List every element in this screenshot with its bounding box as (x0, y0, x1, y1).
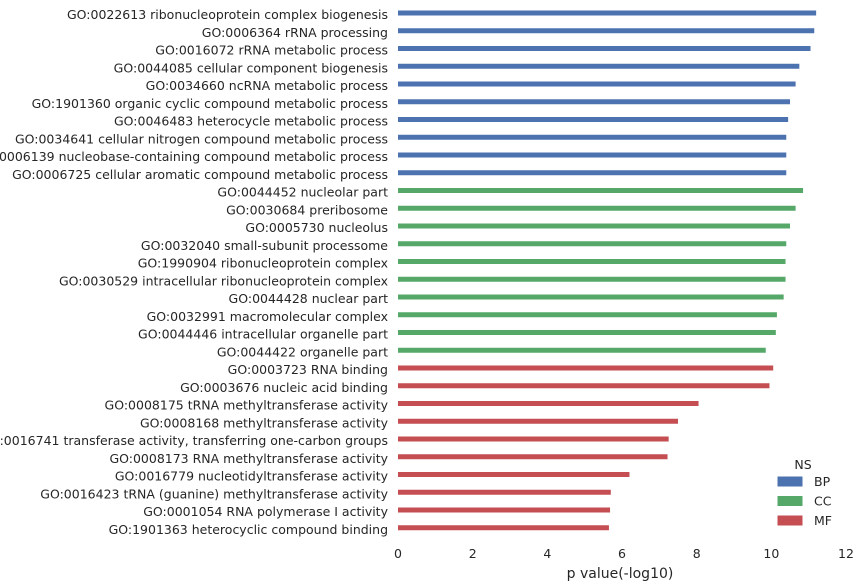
category-label: GO:0001054 RNA polymerase I activity (143, 504, 388, 519)
legend-swatch (776, 495, 804, 507)
category-label: GO:0032991 macromolecular complex (147, 309, 388, 324)
category-label: GO:0016072 rRNA metabolic process (155, 43, 388, 58)
bar (398, 99, 790, 105)
bar (398, 401, 699, 406)
category-label: GO:0044428 nuclear part (229, 291, 389, 306)
category-label: GO:0044452 nucleolar part (217, 185, 388, 200)
x-axis-ticks: 0 2 4 6 8 10 12 (394, 546, 854, 561)
category-label: GO:0008173 RNA methyltransferase activit… (109, 451, 388, 466)
bar (398, 188, 804, 193)
category-label: GO:0044085 cellular component biogenesis (114, 60, 388, 75)
bar (398, 312, 777, 318)
bar (398, 347, 766, 353)
bar (398, 223, 790, 229)
category-label: GO:0030529 intracellular ribonucleoprote… (59, 273, 388, 288)
category-label: GO:0032040 small-subunit processome (141, 238, 388, 253)
category-label: GO:0044422 organelle part (217, 344, 388, 359)
bar (398, 472, 630, 477)
category-label: GO:0016779 nucleotidyltransferase activi… (115, 469, 389, 484)
category-label: GO:0005730 nucleolus (245, 220, 388, 235)
category-label: GO:0044446 intracellular organelle part (138, 327, 388, 342)
legend-title: NS (794, 457, 811, 472)
x-tick-label: 6 (618, 546, 626, 561)
category-labels: GO:0022613 ribonucleoprotein complex bio… (0, 7, 389, 537)
category-label: GO:0006725 cellular aromatic compound me… (12, 167, 388, 182)
category-label: GO:0046483 heterocycle metabolic process (114, 114, 388, 129)
legend-label: BP (814, 474, 831, 489)
x-axis-title: p value(-log10) (567, 566, 674, 582)
bar (398, 46, 811, 51)
category-label: GO:0016741 transferase activity, transfe… (0, 433, 388, 448)
bar (398, 10, 817, 16)
x-tick-label: 10 (763, 546, 779, 561)
bar (398, 418, 678, 424)
category-label: GO:0006139 nucleobase-containing compoun… (0, 149, 388, 164)
bar (398, 205, 796, 211)
category-label: GO:0034641 cellular nitrogen compound me… (15, 131, 388, 146)
category-label: GO:0034660 ncRNA metabolic process (146, 78, 388, 93)
category-label: GO:0030684 preribosome (226, 202, 388, 217)
category-label: GO:0016423 tRNA (guanine) methyltransfer… (40, 486, 388, 501)
bar (398, 117, 789, 122)
legend-label: CC (814, 494, 832, 509)
legend-swatch (776, 514, 804, 527)
bar (398, 383, 770, 389)
bars-layer (398, 10, 817, 531)
bar (398, 134, 787, 140)
category-label: GO:1990904 ribonucleoprotein complex (138, 256, 388, 271)
bar (398, 241, 787, 247)
bar (398, 507, 611, 513)
bar (398, 28, 815, 34)
category-label: GO:0003723 RNA binding (228, 362, 388, 377)
category-label: GO:0022613 ribonucleoprotein complex bio… (67, 7, 388, 22)
bar (398, 259, 786, 264)
bar (398, 276, 786, 282)
category-label: GO:0008168 methyltransferase activity (140, 415, 389, 430)
legend: NS BP CC MF (776, 457, 832, 528)
x-tick-label: 12 (838, 546, 854, 561)
category-label: GO:1901363 heterocyclic compound binding (109, 522, 388, 537)
x-tick-label: 4 (543, 546, 551, 561)
bar (398, 489, 611, 495)
bar (398, 81, 796, 87)
bar (398, 170, 787, 176)
x-tick-label: 2 (469, 546, 477, 561)
bar (398, 152, 787, 158)
x-tick-label: 8 (693, 546, 701, 561)
legend-swatch (776, 475, 804, 488)
x-tick-label: 0 (394, 546, 402, 561)
bar (398, 63, 800, 69)
bar (398, 330, 776, 335)
bar (398, 365, 774, 371)
bar (398, 525, 609, 531)
category-label: GO:0008175 tRNA methyltransferase activi… (105, 398, 389, 413)
legend-label: MF (814, 513, 832, 528)
category-label: GO:0003676 nucleic acid binding (180, 380, 388, 395)
category-label: GO:1901360 organic cyclic compound metab… (32, 96, 388, 111)
bar (398, 436, 669, 442)
category-label: GO:0006364 rRNA processing (202, 25, 388, 40)
bar (398, 294, 784, 300)
bar (398, 454, 668, 460)
